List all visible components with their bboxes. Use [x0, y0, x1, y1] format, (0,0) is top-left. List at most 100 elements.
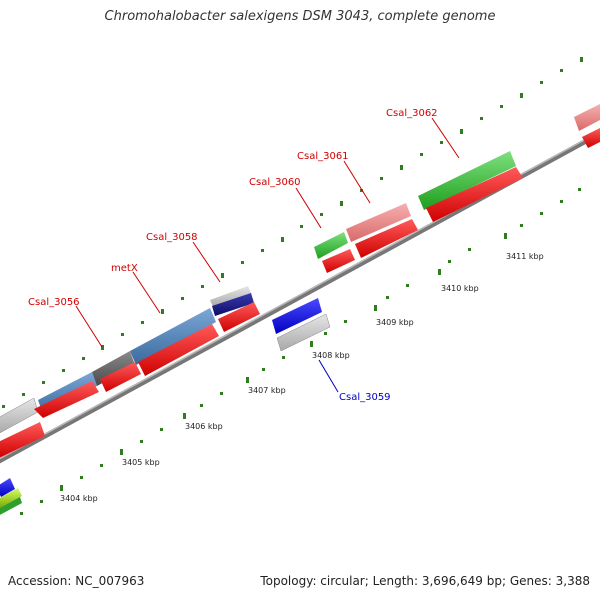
gene-arrow[interactable]	[574, 104, 600, 131]
tick-mark	[80, 476, 83, 479]
gene-label-csal-3056[interactable]: Csal_3056	[28, 297, 80, 308]
tick-mark	[380, 177, 383, 180]
tick-mark	[320, 213, 323, 216]
scale-labels: 3404 kbp 3405 kbp 3406 kbp 3407 kbp 3408…	[60, 252, 544, 503]
tick-mark	[504, 233, 507, 239]
tick-mark	[40, 500, 43, 503]
gene-label-metx[interactable]: metX	[111, 263, 138, 274]
tick-mark	[241, 261, 244, 264]
gene-label-csal-3061[interactable]: Csal_3061	[297, 151, 349, 162]
gene-arrow[interactable]	[276, 313, 331, 352]
scale-label: 3406 kbp	[185, 422, 223, 431]
map-title: Chromohalobacter salexigens DSM 3043, co…	[104, 9, 496, 24]
cds-arrow[interactable]	[582, 128, 600, 148]
tick-mark	[183, 413, 186, 419]
tick-mark	[282, 356, 285, 359]
genome-stats: Topology: circular; Length: 3,696,649 bp…	[260, 574, 590, 588]
tick-mark	[60, 485, 63, 491]
tick-mark	[440, 141, 443, 144]
tick-mark	[161, 309, 164, 314]
cds-arrow[interactable]	[138, 324, 219, 376]
tick-mark	[62, 369, 65, 372]
cds-features	[0, 128, 600, 458]
tick-mark	[360, 189, 363, 192]
tick-mark	[438, 269, 441, 275]
label-leaders	[75, 117, 460, 393]
tick-mark	[578, 188, 581, 191]
gene-label-csal-3058[interactable]: Csal_3058	[146, 232, 198, 243]
tick-mark	[121, 333, 124, 336]
cds-arrow[interactable]	[34, 381, 99, 418]
tick-mark	[160, 428, 163, 431]
scale-label: 3408 kbp	[312, 351, 350, 360]
tick-mark	[406, 284, 409, 287]
gene-arrow[interactable]	[418, 151, 516, 210]
scale-label: 3410 kbp	[441, 284, 479, 293]
tick-mark	[386, 296, 389, 299]
tick-mark	[20, 512, 23, 515]
scale-label: 3405 kbp	[122, 458, 160, 467]
gene-arrow[interactable]	[92, 351, 135, 386]
gene-arrow[interactable]	[212, 293, 254, 316]
tick-mark	[300, 225, 303, 228]
gene-label-csal-3062[interactable]: Csal_3062	[386, 108, 438, 119]
tick-mark	[580, 57, 583, 62]
tick-mark	[82, 357, 85, 360]
gene-arrow[interactable]	[346, 203, 411, 242]
tick-mark	[448, 260, 451, 263]
tick-mark	[42, 381, 45, 384]
cds-arrow[interactable]	[100, 362, 141, 392]
tick-mark	[520, 93, 523, 98]
tick-mark	[140, 440, 143, 443]
tick-mark	[201, 285, 204, 288]
accession-label: Accession: NC_007963	[8, 574, 145, 588]
tick-mark	[246, 377, 249, 383]
tick-mark	[261, 249, 264, 252]
tick-mark	[374, 305, 377, 311]
gene-arrow[interactable]	[210, 286, 251, 307]
scale-label: 3407 kbp	[248, 386, 286, 395]
gene-arrow[interactable]	[130, 308, 216, 365]
cds-arrow[interactable]	[426, 167, 523, 222]
cds-arrow[interactable]	[355, 219, 418, 258]
gene-arrow[interactable]	[0, 497, 22, 516]
topology-label: Topology: circular;	[260, 574, 369, 588]
tick-mark	[480, 117, 483, 120]
gene-count-label: Genes: 3,388	[509, 574, 590, 588]
gene-arrow[interactable]	[272, 298, 322, 334]
tick-mark	[560, 69, 563, 72]
tick-mark	[22, 393, 25, 396]
reverse-strand-features	[272, 298, 331, 352]
gene-label-csal-3060[interactable]: Csal_3060	[249, 177, 301, 188]
tick-mark	[520, 224, 523, 227]
gene-label-csal-3059[interactable]: Csal_3059	[339, 392, 391, 403]
tick-mark	[181, 297, 184, 300]
tick-mark	[281, 237, 284, 242]
cds-arrow[interactable]	[218, 302, 260, 332]
gene-arrow[interactable]	[0, 488, 22, 508]
tick-mark	[560, 200, 563, 203]
tick-mark	[540, 212, 543, 215]
cds-arrow[interactable]	[322, 249, 355, 273]
tick-mark	[468, 248, 471, 251]
tick-mark	[100, 464, 103, 467]
tick-mark	[120, 449, 123, 455]
tick-mark	[540, 81, 543, 84]
gene-arrow[interactable]	[0, 478, 15, 497]
cds-arrow[interactable]	[0, 422, 45, 458]
tick-mark	[2, 405, 5, 408]
scale-label: 3404 kbp	[60, 494, 98, 503]
inner-tick-track	[20, 188, 581, 515]
tick-mark	[310, 341, 313, 347]
tick-mark	[500, 105, 503, 108]
scale-label: 3411 kbp	[506, 252, 544, 261]
tick-mark	[221, 273, 224, 278]
length-label: Length: 3,696,649 bp;	[372, 574, 507, 588]
tick-mark	[262, 368, 265, 371]
tick-mark	[420, 153, 423, 156]
outer-tick-track	[2, 57, 583, 408]
forward-strand-features	[0, 104, 600, 516]
tick-mark	[101, 345, 104, 350]
gene-arrow[interactable]	[314, 232, 348, 259]
